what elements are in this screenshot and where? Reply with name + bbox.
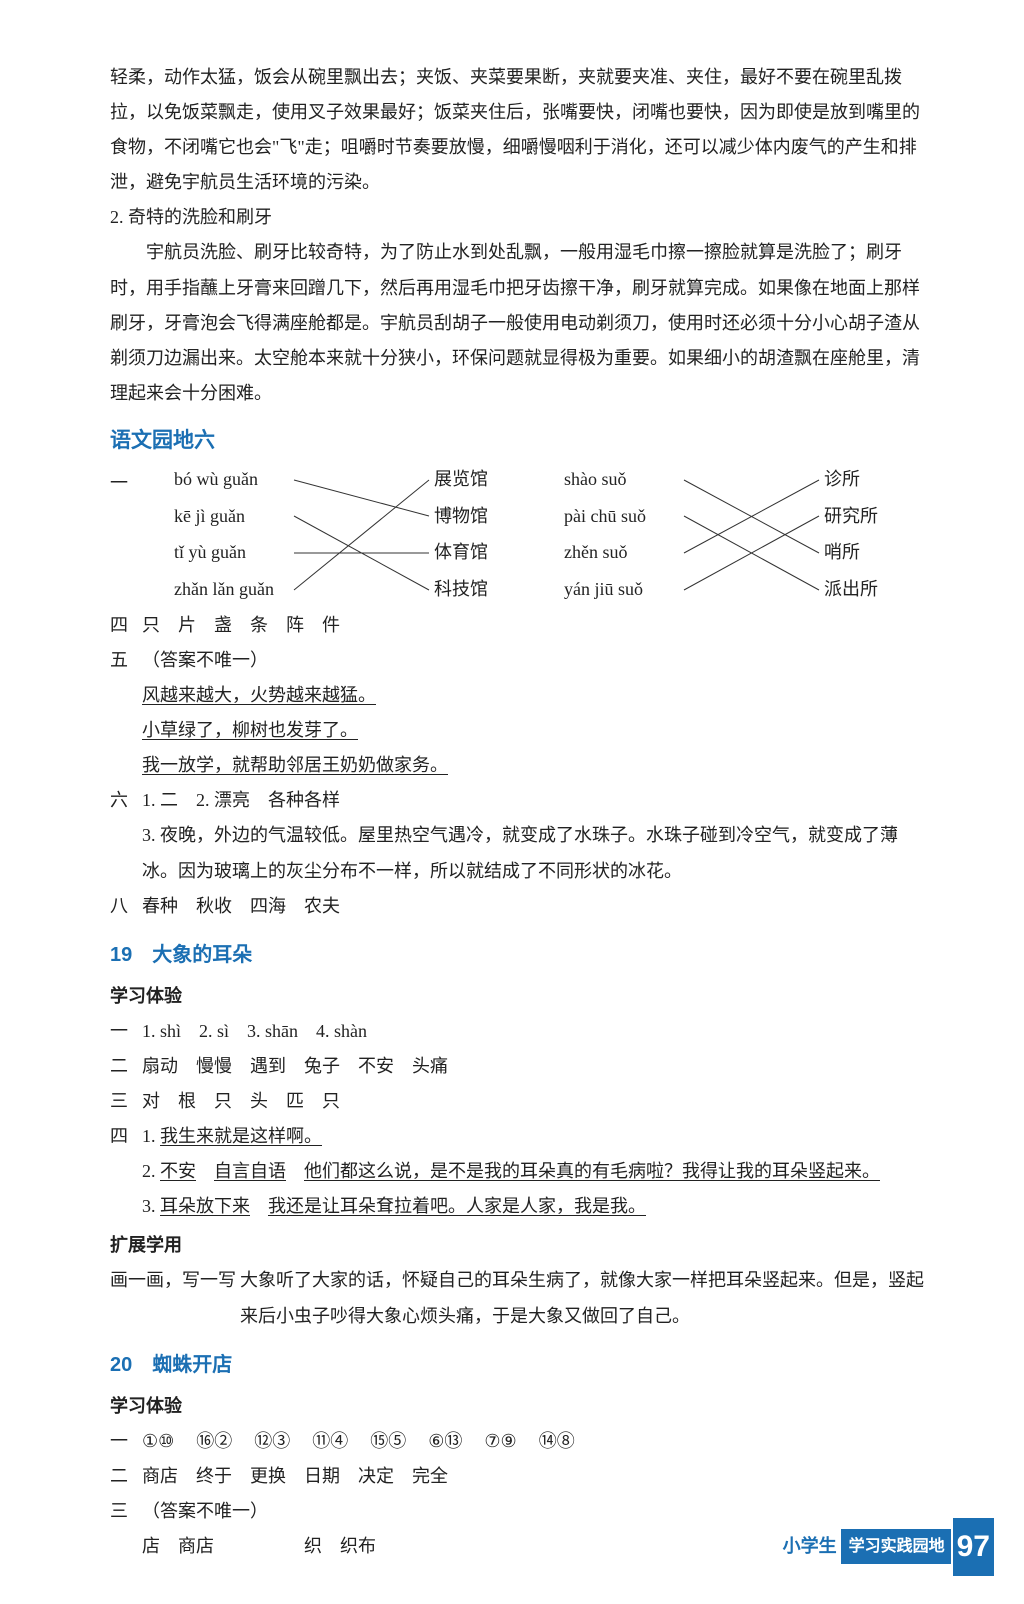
l20-q1-row: 一 ①⑩ ⑯② ⑫③ ⑪④ ⑮⑤ ⑥⑬ ⑦⑨ ⑭⑧ xyxy=(110,1424,924,1459)
q5-2-text: 小草绿了，柳树也发芽了。 xyxy=(142,720,358,740)
diag-a-r3: 体育馆 xyxy=(434,543,504,563)
l19-q2-label: 二 xyxy=(110,1049,142,1084)
diag-b-r4: 派出所 xyxy=(824,580,894,600)
l19-4-3a: 3. xyxy=(142,1196,160,1216)
q6-1: 1. 二 2. 漂亮 各种各样 xyxy=(142,783,924,818)
l19-q3-row: 三 对 根 只 头 匹 只 xyxy=(110,1084,924,1119)
lesson-19-sub1: 学习体验 xyxy=(110,979,924,1014)
l19-4-1a: 1. xyxy=(142,1126,160,1146)
q1-diagram: bó wù guǎn kē jì guǎn tǐ yù guǎn zhǎn lǎ… xyxy=(174,470,924,600)
l19-4-1b: 我生来就是这样啊。 xyxy=(160,1126,322,1146)
footer-bar: 学习实践园地 xyxy=(841,1529,951,1564)
circled-pair: ⑯② xyxy=(196,1424,232,1459)
q4-label: 四 xyxy=(110,608,142,643)
diag-a-r4: 科技馆 xyxy=(434,580,504,600)
q5-label: 五 xyxy=(110,643,142,678)
q1-row: 一 bó wù guǎn kē jì guǎn tǐ yù guǎn zhǎn … xyxy=(110,466,924,608)
paragraph-2-heading: 2. 奇特的洗脸和刷牙 xyxy=(110,200,924,235)
l20-q2-label: 二 xyxy=(110,1459,142,1494)
page-footer: 小学生 学习实践园地 97 xyxy=(783,1518,994,1577)
q5-line3: 我一放学，就帮助邻居王奶奶做家务。 xyxy=(110,748,924,783)
page-container: 轻柔，动作太猛，饭会从碗里飘出去；夹饭、夹菜要果断，夹就要夹准、夹住，最好不要在… xyxy=(0,0,1024,1604)
l19-draw-text: 大象听了大家的话，怀疑自己的耳朵生病了，就像大家一样把耳朵竖起来。但是，竖起来后… xyxy=(240,1263,924,1333)
q5-header: （答案不唯一） xyxy=(142,643,924,678)
diag-b-r2: 研究所 xyxy=(824,507,894,527)
circled-pair: ①⑩ xyxy=(142,1424,174,1459)
l19-q3-content: 对 根 只 头 匹 只 xyxy=(142,1084,924,1119)
q5-row: 五 （答案不唯一） xyxy=(110,643,924,678)
l20-q1-content: ①⑩ ⑯② ⑫③ ⑪④ ⑮⑤ ⑥⑬ ⑦⑨ ⑭⑧ xyxy=(142,1424,924,1459)
q8-label: 八 xyxy=(110,889,142,924)
circled-pair: ⑥⑬ xyxy=(428,1424,462,1459)
q5-line1: 风越来越大，火势越来越猛。 xyxy=(110,678,924,713)
l19-q4-row: 四 1. 我生来就是这样啊。 xyxy=(110,1119,924,1154)
l19-q2-content: 扇动 慢慢 遇到 兔子 不安 头痛 xyxy=(142,1049,924,1084)
q1-label: 一 xyxy=(110,466,142,501)
l19-q4-2: 2. 不安 自言自语 他们都这么说，是不是我的耳朵真的有毛病啦？我得让我的耳朵竖… xyxy=(110,1154,924,1189)
q4-row: 四 只 片 盏 条 阵 件 xyxy=(110,608,924,643)
paragraph-3: 宇航员洗脸、刷牙比较奇特，为了防止水到处乱飘，一般用湿毛巾擦一擦脸就算是洗脸了；… xyxy=(110,235,924,410)
l19-q3-label: 三 xyxy=(110,1084,142,1119)
l20-q1-label: 一 xyxy=(110,1424,142,1459)
l20-q3-label: 三 xyxy=(110,1494,142,1529)
q6-row: 六 1. 二 2. 漂亮 各种各样 xyxy=(110,783,924,818)
l19-q2-row: 二 扇动 慢慢 遇到 兔子 不安 头痛 xyxy=(110,1049,924,1084)
l19-4-3b: 耳朵放下来 xyxy=(160,1196,250,1216)
l19-q1-row: 一 1. shì 2. sì 3. shān 4. shàn xyxy=(110,1014,924,1049)
l19-draw-row: 画一画，写一写 大象听了大家的话，怀疑自己的耳朵生病了，就像大家一样把耳朵竖起来… xyxy=(110,1263,924,1333)
l19-draw-label: 画一画，写一写 xyxy=(110,1263,240,1298)
q6-label: 六 xyxy=(110,783,142,818)
diag-b-r1: 诊所 xyxy=(824,470,894,490)
q8-row: 八 春种 秋收 四海 农夫 xyxy=(110,889,924,924)
diagram-block-a: bó wù guǎn kē jì guǎn tǐ yù guǎn zhǎn lǎ… xyxy=(174,470,514,600)
diag-b-r3: 哨所 xyxy=(824,543,894,563)
l19-q4-label: 四 xyxy=(110,1119,142,1154)
circled-pair: ⑪④ xyxy=(312,1424,348,1459)
diag-b-right: 诊所 研究所 哨所 派出所 xyxy=(824,470,894,600)
l20-q2-content: 商店 终于 更换 日期 决定 完全 xyxy=(142,1459,924,1494)
circled-pair: ⑭⑧ xyxy=(539,1424,575,1459)
q5-3-text: 我一放学，就帮助邻居王奶奶做家务。 xyxy=(142,755,448,775)
l19-4-2a: 2. xyxy=(142,1161,160,1181)
q4-content: 只 片 盏 条 阵 件 xyxy=(142,608,924,643)
q6-2: 3. 夜晚，外边的气温较低。屋里热空气遇冷，就变成了水珠子。水珠子碰到冷空气，就… xyxy=(110,818,924,888)
circled-pair: ⑫③ xyxy=(254,1424,290,1459)
l19-4-3c: 我还是让耳朵耷拉着吧。人家是人家，我是我。 xyxy=(268,1196,646,1216)
l19-q1-label: 一 xyxy=(110,1014,142,1049)
q5-1-text: 风越来越大，火势越来越猛。 xyxy=(142,685,376,705)
lesson-20-heading: 20 蜘蛛开店 xyxy=(110,1346,924,1385)
q5-line2: 小草绿了，柳树也发芽了。 xyxy=(110,713,924,748)
diag-a-r2: 博物馆 xyxy=(434,507,504,527)
circled-pair: ⑦⑨ xyxy=(484,1424,516,1459)
diag-a-right: 展览馆 博物馆 体育馆 科技馆 xyxy=(434,470,504,600)
l19-q1-content: 1. shì 2. sì 3. shān 4. shàn xyxy=(142,1014,924,1049)
lesson-19-heading: 19 大象的耳朵 xyxy=(110,936,924,975)
section-6-heading: 语文园地六 xyxy=(110,421,924,462)
lesson-19-ext: 扩展学用 xyxy=(110,1228,924,1263)
footer-prefix: 小学生 xyxy=(783,1529,837,1564)
l19-4-2b: 不安 xyxy=(160,1161,196,1181)
l19-q4-1: 1. 我生来就是这样啊。 xyxy=(142,1119,924,1154)
l19-q4-3: 3. 耳朵放下来 我还是让耳朵耷拉着吧。人家是人家，我是我。 xyxy=(110,1189,924,1224)
paragraph-1: 轻柔，动作太猛，饭会从碗里飘出去；夹饭、夹菜要果断，夹就要夹准、夹住，最好不要在… xyxy=(110,60,924,200)
l19-4-2c: 自言自语 xyxy=(214,1161,286,1181)
diag-a-r1: 展览馆 xyxy=(434,470,504,490)
l19-4-2d: 他们都这么说，是不是我的耳朵真的有毛病啦？我得让我的耳朵竖起来。 xyxy=(304,1161,880,1181)
circled-pair: ⑮⑤ xyxy=(370,1424,406,1459)
footer-page-number: 97 xyxy=(953,1518,994,1577)
q8-content: 春种 秋收 四海 农夫 xyxy=(142,889,924,924)
diagram-block-b: shào suǒ pài chū suǒ zhěn suǒ yán jiū su… xyxy=(564,470,904,600)
lesson-20-sub1: 学习体验 xyxy=(110,1389,924,1424)
l20-q2-row: 二 商店 终于 更换 日期 决定 完全 xyxy=(110,1459,924,1494)
